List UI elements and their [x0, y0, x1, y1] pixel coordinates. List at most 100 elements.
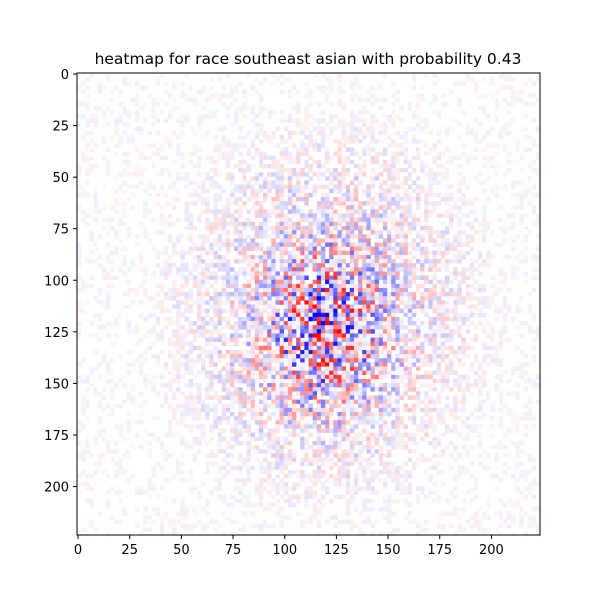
- heatmap-cell: [424, 308, 429, 314]
- heatmap-cell: [279, 403, 284, 409]
- heatmap-cell: [399, 292, 404, 297]
- heatmap-cell: [85, 300, 90, 305]
- heatmap-cell: [482, 230, 487, 235]
- heatmap-cell: [329, 114, 334, 119]
- heatmap-cell: [345, 135, 351, 140]
- heatmap-cell: [176, 271, 181, 276]
- heatmap-cell: [242, 341, 247, 347]
- heatmap-cell: [263, 225, 268, 231]
- heatmap-cell: [333, 345, 338, 351]
- heatmap-cell: [362, 188, 367, 194]
- heatmap-cell: [490, 416, 495, 421]
- heatmap-cell: [246, 440, 251, 446]
- heatmap-cell: [167, 292, 173, 297]
- heatmap-cell: [420, 93, 425, 99]
- heatmap-cell: [337, 416, 342, 421]
- heatmap-cell: [308, 345, 313, 351]
- heatmap-cell: [308, 370, 313, 376]
- heatmap-cell: [155, 151, 160, 156]
- heatmap-cell: [457, 81, 462, 86]
- heatmap-cell: [420, 168, 425, 173]
- heatmap-cell: [291, 296, 297, 301]
- heatmap-cell: [205, 263, 210, 268]
- heatmap-cell: [490, 254, 495, 260]
- heatmap-cell: [316, 432, 322, 438]
- heatmap-cell: [213, 238, 218, 243]
- heatmap-cell: [378, 399, 384, 405]
- heatmap-cell: [167, 139, 173, 144]
- heatmap-cell: [234, 279, 239, 285]
- heatmap-cell: [163, 316, 169, 322]
- heatmap-cell: [283, 184, 289, 190]
- heatmap-cell: [308, 411, 313, 417]
- heatmap-cell: [465, 77, 471, 82]
- heatmap-cell: [143, 234, 148, 239]
- heatmap-cell: [477, 300, 483, 305]
- heatmap-cell: [374, 234, 380, 239]
- heatmap-cell: [395, 97, 400, 103]
- heatmap-cell: [258, 271, 264, 276]
- heatmap-cell: [325, 263, 330, 268]
- heatmap-cell: [209, 250, 214, 256]
- heatmap-cell: [176, 250, 181, 256]
- heatmap-cell: [387, 399, 392, 405]
- heatmap-cell: [353, 246, 359, 252]
- heatmap-cell: [366, 279, 371, 285]
- heatmap-cell: [374, 403, 380, 409]
- heatmap-cell: [337, 209, 342, 214]
- heatmap-cell: [428, 250, 433, 256]
- heatmap-cell: [428, 213, 433, 218]
- heatmap-cell: [118, 201, 123, 206]
- heatmap-cell: [325, 135, 330, 140]
- heatmap-cell: [188, 213, 194, 218]
- heatmap-cell: [291, 267, 297, 272]
- heatmap-cell: [180, 122, 185, 128]
- heatmap-cell: [366, 188, 371, 194]
- heatmap-cell: [337, 217, 342, 223]
- heatmap-cell: [461, 341, 466, 347]
- heatmap-cell: [403, 387, 409, 392]
- heatmap-cell: [469, 246, 475, 252]
- heatmap-cell: [254, 275, 260, 280]
- heatmap-cell: [432, 263, 437, 268]
- heatmap-cell: [308, 89, 313, 94]
- heatmap-cell: [341, 399, 346, 405]
- heatmap-cell: [370, 383, 375, 388]
- heatmap-cell: [254, 201, 260, 206]
- heatmap-cell: [312, 279, 318, 285]
- heatmap-cell: [333, 168, 338, 173]
- heatmap-cell: [291, 411, 297, 417]
- heatmap-cell: [304, 420, 309, 425]
- heatmap-cell: [283, 300, 289, 305]
- heatmap-cell: [254, 316, 260, 322]
- heatmap-cell: [300, 147, 305, 152]
- heatmap-cell: [192, 436, 198, 442]
- heatmap-cell: [209, 246, 214, 252]
- heatmap-cell: [320, 283, 326, 289]
- heatmap-cell: [105, 147, 111, 152]
- heatmap-cell: [267, 436, 272, 442]
- heatmap-cell: [296, 424, 301, 429]
- heatmap-cell: [101, 184, 107, 190]
- heatmap-cell: [453, 275, 458, 280]
- heatmap-cell: [201, 242, 206, 247]
- heatmap-cell: [250, 267, 256, 272]
- heatmap-cell: [432, 242, 437, 247]
- heatmap-cell: [283, 420, 289, 425]
- heatmap-cell: [217, 238, 222, 243]
- heatmap-cell: [238, 300, 243, 305]
- heatmap-cell: [415, 329, 421, 334]
- heatmap-cell: [283, 168, 289, 173]
- heatmap-cell: [374, 354, 380, 359]
- heatmap-cell: [217, 246, 222, 252]
- heatmap-cell: [234, 329, 239, 334]
- heatmap-cell: [453, 370, 458, 376]
- heatmap-cell: [511, 275, 516, 280]
- heatmap-cell: [304, 300, 309, 305]
- heatmap-cell: [362, 358, 367, 363]
- heatmap-cell: [531, 139, 537, 144]
- heatmap-cell: [469, 126, 475, 132]
- heatmap-cell: [333, 370, 338, 376]
- heatmap-cell: [511, 85, 516, 90]
- heatmap-cell: [444, 246, 450, 252]
